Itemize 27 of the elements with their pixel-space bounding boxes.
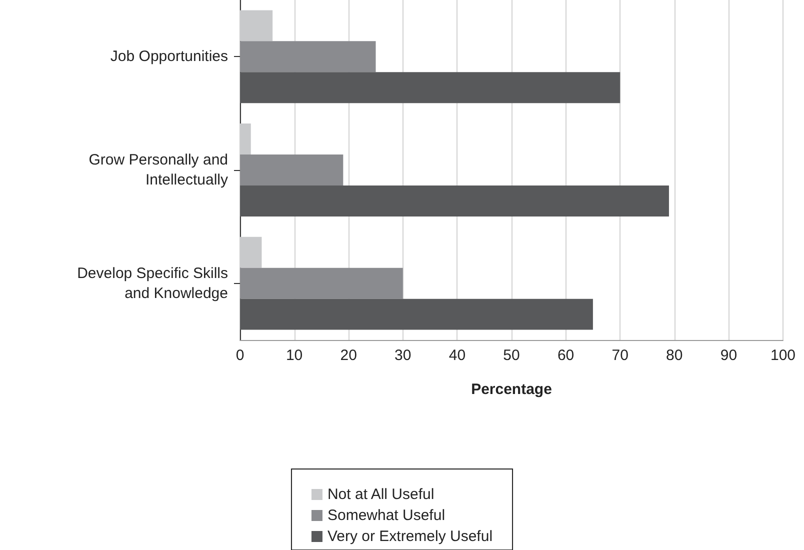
x-axis-title: Percentage [471, 381, 552, 398]
bar [240, 298, 593, 330]
bar [240, 268, 403, 299]
x-tick-label: 50 [503, 347, 520, 364]
x-tick-label: 0 [236, 347, 244, 364]
y-tick-label: Develop Specific Skills and Knowledge [77, 264, 228, 302]
bar [240, 10, 273, 42]
x-tick-label: 90 [720, 347, 738, 364]
x-tick-label: 40 [448, 347, 466, 364]
bar [240, 154, 344, 186]
legend-label: Very or Extremely Useful [327, 528, 493, 545]
y-tick-label: Job Opportunities [110, 48, 228, 66]
x-tick-label: 20 [340, 347, 357, 364]
bar [240, 72, 620, 104]
x-tick-label: 100 [770, 347, 796, 364]
x-tick-label: 10 [286, 347, 303, 364]
x-tick-label: 70 [612, 347, 628, 364]
x-tick-label: 60 [557, 347, 574, 364]
bar [240, 185, 669, 216]
legend-label: Somewhat Useful [327, 507, 446, 524]
legend-label: Not at All Useful [327, 486, 434, 503]
x-tick-label: 80 [666, 347, 683, 364]
x-tick-label: 30 [394, 347, 412, 364]
y-tick-label: Grow Personally and Intellectually [88, 152, 228, 188]
bar [240, 236, 262, 268]
bar [240, 41, 376, 72]
bar [240, 124, 251, 155]
